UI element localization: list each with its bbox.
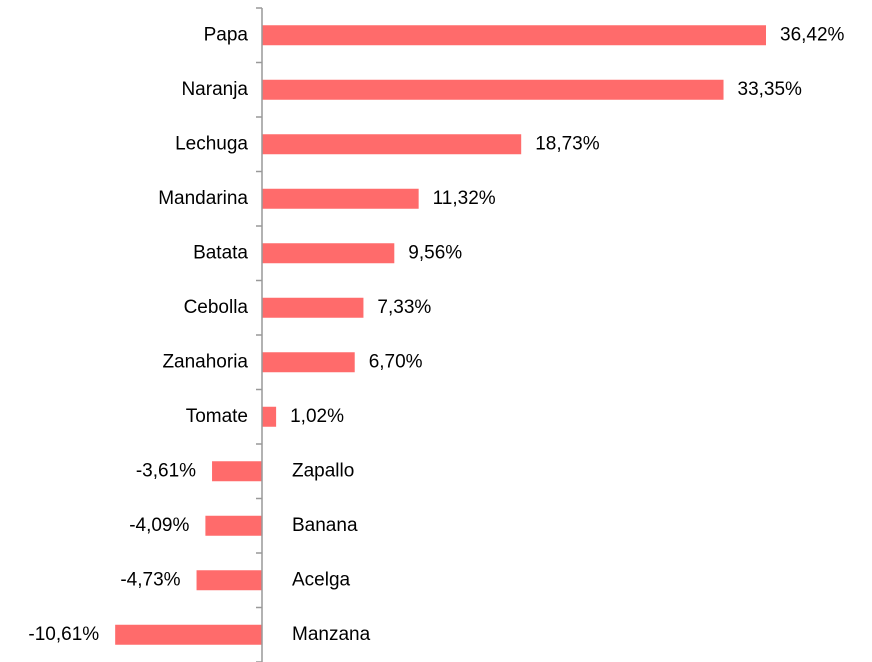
bar [262, 352, 355, 373]
bar [262, 406, 277, 427]
value-label: 33,35% [738, 79, 803, 100]
value-label: 18,73% [535, 133, 600, 154]
value-label: -10,61% [28, 624, 99, 645]
category-label: Acelga [292, 569, 351, 590]
category-label: Manzana [292, 624, 371, 645]
bar [262, 297, 364, 318]
bar [196, 570, 262, 591]
value-label: -4,09% [129, 515, 189, 536]
bar [262, 79, 724, 100]
category-label: Banana [292, 515, 358, 536]
category-label: Cebolla [184, 297, 249, 318]
bar [262, 25, 766, 46]
value-label: 9,56% [408, 242, 462, 263]
category-label: Naranja [181, 79, 248, 100]
category-label: Tomate [186, 406, 248, 427]
bar [205, 515, 262, 536]
value-label: 11,32% [433, 188, 496, 209]
category-label: Mandarina [158, 188, 248, 209]
value-label: 36,42% [780, 24, 845, 45]
bar [115, 624, 263, 645]
value-label: 1,02% [290, 406, 344, 427]
value-label: 7,33% [377, 297, 431, 318]
value-label: -4,73% [120, 569, 180, 590]
value-label: 6,70% [369, 351, 423, 372]
bar [212, 461, 262, 482]
bar [262, 188, 419, 209]
category-label: Lechuga [175, 133, 248, 154]
bar [262, 243, 395, 264]
category-label: Zapallo [292, 460, 354, 481]
category-label: Batata [193, 242, 248, 263]
category-label: Zanahoria [162, 351, 248, 372]
category-label: Papa [204, 24, 249, 45]
bar [262, 134, 522, 155]
value-label: -3,61% [136, 460, 196, 481]
